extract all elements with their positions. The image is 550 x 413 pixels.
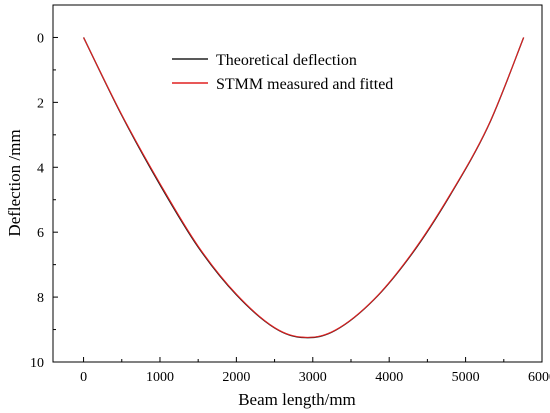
y-axis-title: Deflection /mm — [5, 129, 24, 236]
series-layer — [82, 37, 525, 339]
legend: Theoretical deflection STMM measured and… — [172, 52, 393, 93]
legend-label-theoretical: Theoretical deflection — [216, 52, 357, 69]
x-tick-label: 1000 — [146, 370, 174, 385]
y-tick-label: 0 — [37, 31, 44, 46]
series-line-stmm — [83, 37, 525, 338]
y-tick-label: 4 — [37, 161, 44, 176]
plot-frame — [52, 4, 543, 363]
x-tick-label: 3000 — [299, 370, 327, 385]
x-tick-label: 2000 — [222, 370, 250, 385]
x-axis-title: Beam length/mm — [238, 390, 356, 409]
x-tick-label: 0 — [80, 370, 87, 385]
y-tick-label: 10 — [30, 356, 44, 371]
x-tick-label: 4000 — [375, 370, 403, 385]
legend-label-stmm: STMM measured and fitted — [216, 76, 393, 93]
y-tick-label: 8 — [37, 291, 44, 306]
y-tick-label: 6 — [37, 226, 44, 241]
y-tick-label: 2 — [37, 96, 44, 111]
x-tick-label: 5000 — [452, 370, 480, 385]
